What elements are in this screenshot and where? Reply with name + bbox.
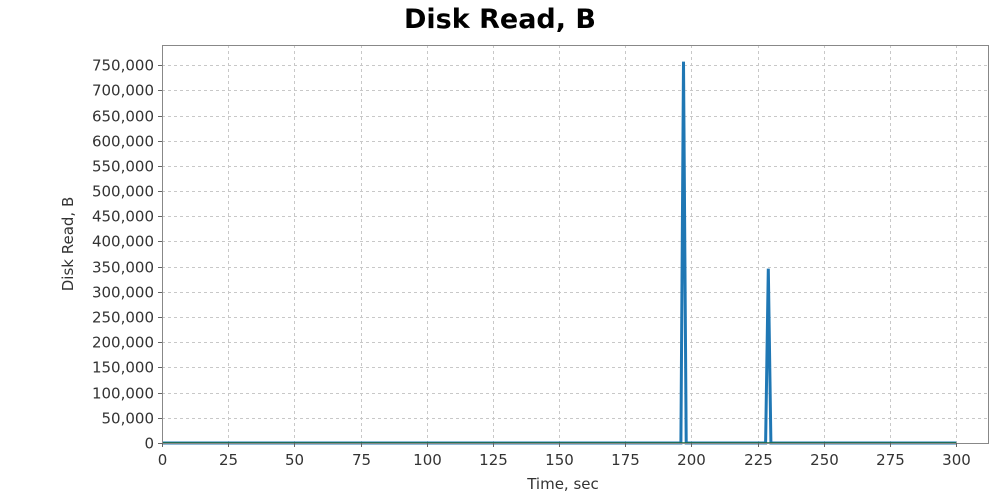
x-tick-label: 250 (810, 451, 839, 469)
x-tick-label: 0 (158, 451, 168, 469)
x-tick-label: 125 (479, 451, 508, 469)
y-tick-label: 750,000 (92, 57, 154, 75)
plot-area (162, 45, 988, 443)
x-tick-label: 200 (677, 451, 706, 469)
y-tick-label: 550,000 (92, 158, 154, 176)
x-tick-label: 275 (876, 451, 905, 469)
y-tick-label: 650,000 (92, 108, 154, 126)
y-tick-label: 150,000 (92, 359, 154, 377)
tick-layer: 0 25 50 75 100 125 150 175 200 225 250 275 300 0 50,00… (92, 57, 971, 470)
plot-border (162, 45, 989, 444)
y-tick-label: 300,000 (92, 284, 154, 302)
x-tick-label: 25 (219, 451, 238, 469)
y-tick-label: 250,000 (92, 309, 154, 327)
y-tick-label: 200,000 (92, 334, 154, 352)
y-tick-label: 50,000 (102, 410, 155, 428)
x-axis-label: Time, sec (526, 475, 599, 493)
y-axis-label: Disk Read, B (59, 197, 77, 292)
y-tick-label: 400,000 (92, 233, 154, 251)
y-tick-label: 100,000 (92, 385, 154, 403)
x-tick-label: 50 (285, 451, 304, 469)
y-tick-label: 450,000 (92, 208, 154, 226)
x-tick-label: 225 (744, 451, 773, 469)
x-tick-label: 100 (413, 451, 442, 469)
y-tick-label: 600,000 (92, 133, 154, 151)
y-tick-label: 0 (144, 435, 154, 453)
y-tick-label: 350,000 (92, 259, 154, 277)
x-tick-label: 75 (352, 451, 371, 469)
x-tick-label: 300 (942, 451, 971, 469)
chart-title: Disk Read, B (404, 4, 596, 35)
x-tick-label: 150 (545, 451, 574, 469)
y-tick-label: 700,000 (92, 82, 154, 100)
x-tick-label: 175 (611, 451, 640, 469)
grid-lines (162, 45, 988, 443)
y-tick-label: 500,000 (92, 183, 154, 201)
